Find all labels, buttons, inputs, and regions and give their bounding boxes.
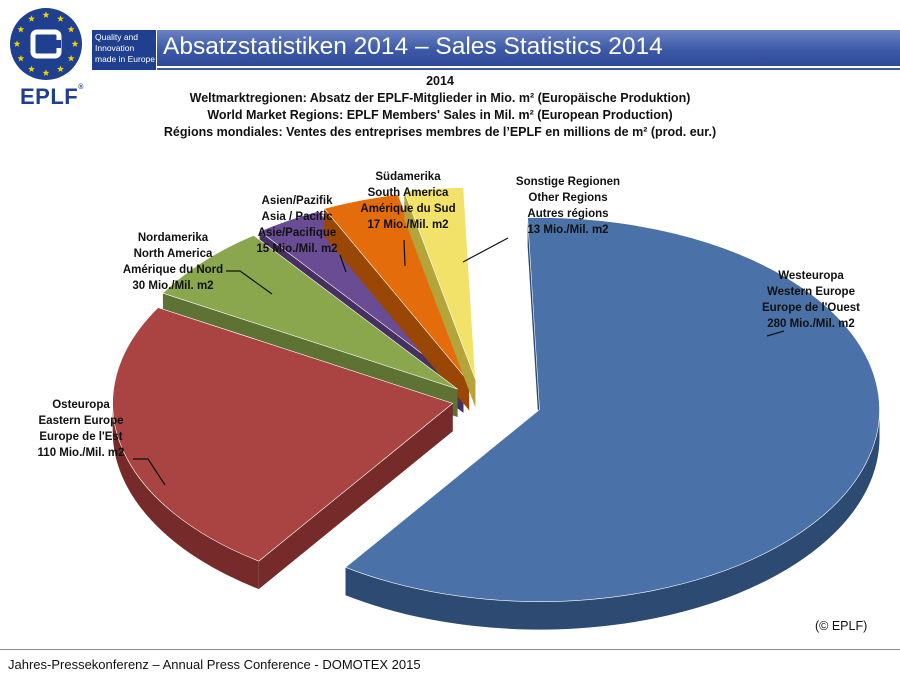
star-icon (57, 65, 64, 73)
chart-title-line: Weltmarktregionen: Absatz der EPLF-Mitgl… (189, 91, 691, 105)
star-icon (28, 15, 35, 22)
slice-label-line: 280 Mio./Mil. m2 (767, 318, 855, 330)
copyright-note: (© EPLF) (815, 619, 868, 633)
chart-heading: 2014 Weltmarktregionen: Absatz der EPLF-… (0, 73, 880, 141)
slice-label-line: Asien/Pazifik (261, 195, 333, 207)
logo-tagline-line: made in Europe (95, 54, 156, 64)
star-icon (17, 54, 25, 62)
pie-slice-other-regions (403, 187, 476, 380)
star-icon (42, 11, 50, 18)
leader-line-other-regions (462, 237, 509, 263)
slice-label-line: South America (367, 187, 449, 199)
logo-tagline-line: Quality and (95, 32, 138, 42)
slice-label-line: Europe de l'Est (39, 431, 123, 443)
star-icon (71, 40, 79, 47)
pie-slice-rim-eastern-europe (112, 403, 259, 590)
pie-slice-side-western-europe (527, 217, 540, 438)
slice-label-line: North America (133, 248, 213, 260)
logo-tagline: Quality and Innovation made in Europe (92, 30, 156, 70)
slice-label-line: 15 Mio./Mil. m2 (256, 243, 338, 255)
pie-slice-south-america (323, 194, 470, 383)
slice-label-line: 30 Mio./Mil. m2 (132, 280, 214, 292)
slice-label-line: 13 Mio./Mil. m2 (527, 224, 609, 236)
slice-label-line: Western Europe (767, 286, 855, 298)
logo-brand: EPLF (20, 84, 79, 109)
star-icon (13, 40, 21, 47)
leader-line-asia-pacific (339, 254, 347, 273)
leader-line-western-europe (766, 330, 785, 337)
slice-label-asia-pacific: Asien/Pazifik Asia / Pacific Asie/Pacifi… (242, 193, 352, 257)
logo-wordmark: EPLF® (20, 84, 84, 110)
logo-tagline-line: Innovation (95, 43, 135, 53)
slice-label-line: Eastern Europe (38, 415, 124, 427)
star-icon (42, 69, 50, 76)
slice-label-line: 17 Mio./Mil. m2 (367, 219, 449, 231)
pie-slice-western-europe (345, 217, 880, 602)
pie-slice-north-america (162, 235, 458, 390)
slice-label-line: Westeuropa (778, 270, 844, 282)
registered-mark: ® (78, 84, 84, 91)
slice-label-line: 110 Mio./Mil. m2 (37, 447, 125, 459)
star-icon (28, 65, 35, 73)
slice-label-line: Autres régions (527, 208, 609, 220)
footer-divider (0, 649, 900, 650)
pie-slice-side-eastern-europe (258, 403, 453, 590)
pie-slice-rim-western-europe (345, 409, 880, 630)
slice-label-line: Asia / Pacific (261, 211, 333, 223)
pie-slice-eastern-europe (112, 307, 454, 562)
eplf-logo: Quality and Innovation made in Europe EP… (6, 6, 156, 110)
star-icon (57, 15, 64, 22)
slice-label-line: Amérique du Sud (360, 203, 456, 215)
slice-label-line: Asie/Pacifique (257, 227, 337, 239)
slice-label-north-america: Nordamerika North America Amérique du No… (113, 230, 233, 294)
chart-title-line: 2014 (426, 74, 454, 88)
slice-label-line: Osteuropa (52, 399, 110, 411)
slice-label-line: Sonstige Regionen (515, 176, 621, 188)
title-bar: Absatzstatistiken 2014 – Sales Statistic… (157, 30, 900, 66)
leader-line-eastern-europe (133, 458, 166, 486)
title-underline (157, 68, 900, 70)
star-icon (67, 25, 75, 33)
slice-label-line: Nordamerika (137, 232, 209, 244)
footer-text: Jahres-Pressekonferenz – Annual Press Co… (8, 657, 421, 672)
leader-line-south-america (403, 239, 406, 267)
chart-title-line: Régions mondiales: Ventes des entreprise… (163, 125, 717, 139)
slice-label-line: Other Regions (528, 192, 608, 204)
slice-label-eastern-europe: Osteuropa Eastern Europe Europe de l'Est… (26, 397, 136, 461)
pie-slice-side-south-america (324, 208, 470, 411)
pie-slice-side-other-regions (404, 191, 476, 408)
slice-label-line: Europe de l'Ouest (762, 302, 860, 314)
slice-label-western-europe: Westeuropa Western Europe Europe de l'Ou… (756, 268, 866, 332)
star-icon (17, 25, 25, 33)
slice-label-other-regions: Sonstige Regionen Other Regions Autres r… (508, 174, 628, 238)
slice-label-line: Amérique du Nord (122, 264, 224, 276)
star-icon (67, 54, 75, 62)
eu-stars-emblem-icon (10, 8, 82, 80)
chart-title-line: World Market Regions: EPLF Members' Sale… (207, 108, 673, 122)
slice-label-line: Südamerika (375, 171, 441, 183)
leader-line-north-america (226, 270, 273, 295)
page-title: Absatzstatistiken 2014 – Sales Statistic… (163, 33, 663, 60)
slice-label-south-america: Südamerika South America Amérique du Sud… (353, 169, 463, 233)
